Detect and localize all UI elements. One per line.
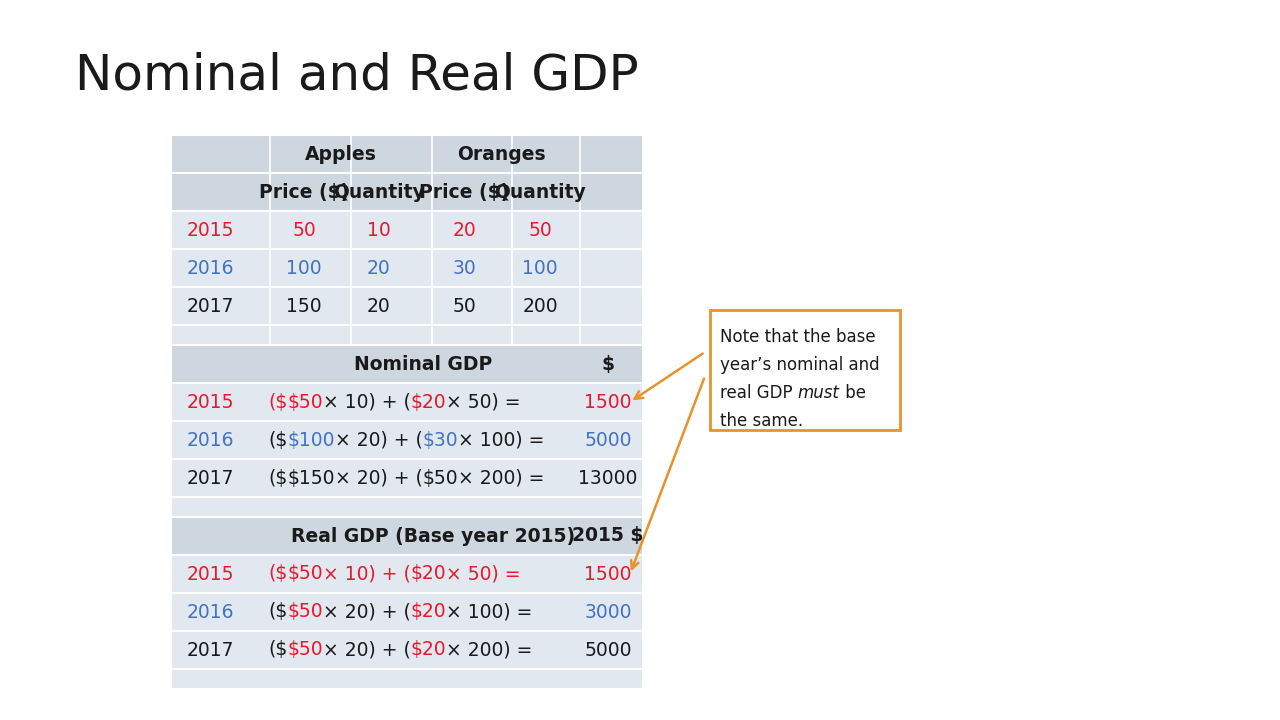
- Text: 2017: 2017: [187, 641, 234, 660]
- Bar: [172, 173, 643, 211]
- Text: $20: $20: [411, 564, 447, 583]
- Text: real GDP: real GDP: [719, 384, 797, 402]
- Text: Real GDP (Base year 2015): Real GDP (Base year 2015): [291, 526, 575, 546]
- Text: $50: $50: [422, 469, 458, 487]
- Text: × 20) + (: × 20) + (: [335, 469, 422, 487]
- Text: 2015: 2015: [187, 564, 234, 583]
- Text: × 10) + (: × 10) + (: [323, 564, 411, 583]
- Text: 2016: 2016: [187, 258, 234, 277]
- Text: 2017: 2017: [187, 297, 234, 315]
- Text: Quantity: Quantity: [333, 182, 425, 202]
- Text: year’s nominal and: year’s nominal and: [719, 356, 879, 374]
- Text: 50: 50: [529, 220, 552, 240]
- Text: 13000: 13000: [579, 469, 637, 487]
- Text: 5000: 5000: [584, 641, 632, 660]
- Text: 5000: 5000: [584, 431, 632, 449]
- Text: be: be: [840, 384, 865, 402]
- Text: 2015: 2015: [187, 392, 234, 412]
- Text: 30: 30: [452, 258, 476, 277]
- Text: × 200) =: × 200) =: [447, 641, 532, 660]
- Text: 1500: 1500: [584, 392, 632, 412]
- Text: Oranges: Oranges: [457, 145, 545, 163]
- Text: Nominal and Real GDP: Nominal and Real GDP: [76, 51, 639, 99]
- Text: Note that the base: Note that the base: [719, 328, 876, 346]
- Text: ($: ($: [268, 431, 287, 449]
- Text: × 10) + (: × 10) + (: [323, 392, 411, 412]
- Text: $50: $50: [287, 564, 323, 583]
- Text: ($: ($: [268, 603, 287, 621]
- Text: Quantity: Quantity: [494, 182, 586, 202]
- Text: $20: $20: [411, 603, 447, 621]
- Text: 100: 100: [522, 258, 558, 277]
- Bar: [172, 135, 643, 689]
- Text: 10: 10: [367, 220, 390, 240]
- Text: Nominal GDP: Nominal GDP: [353, 354, 492, 374]
- Text: $100: $100: [287, 431, 335, 449]
- Text: $50: $50: [287, 641, 323, 660]
- Text: × 20) + (: × 20) + (: [335, 431, 422, 449]
- Text: Price ($): Price ($): [419, 182, 509, 202]
- Text: 1500: 1500: [584, 564, 632, 583]
- Text: $: $: [602, 354, 614, 374]
- Text: Price ($): Price ($): [259, 182, 349, 202]
- Text: $50: $50: [287, 392, 323, 412]
- Text: 2015 $: 2015 $: [572, 526, 644, 546]
- Text: 20: 20: [367, 258, 390, 277]
- Text: × 100) =: × 100) =: [447, 603, 532, 621]
- Text: 200: 200: [522, 297, 558, 315]
- Text: 50: 50: [292, 220, 316, 240]
- Text: 2016: 2016: [187, 431, 234, 449]
- Bar: [172, 135, 643, 173]
- Text: ($: ($: [268, 392, 287, 412]
- Bar: [172, 517, 643, 555]
- Text: $30: $30: [422, 431, 458, 449]
- Text: × 200) =: × 200) =: [458, 469, 544, 487]
- Text: ($: ($: [268, 469, 287, 487]
- Text: $20: $20: [411, 392, 447, 412]
- Text: ($: ($: [268, 641, 287, 660]
- Text: × 50) =: × 50) =: [447, 392, 521, 412]
- Text: $20: $20: [411, 641, 447, 660]
- Text: 150: 150: [287, 297, 321, 315]
- Text: 2015: 2015: [187, 220, 234, 240]
- Text: ($: ($: [268, 564, 287, 583]
- Text: × 50) =: × 50) =: [447, 564, 521, 583]
- Text: $150: $150: [287, 469, 335, 487]
- Text: 50: 50: [452, 297, 476, 315]
- Text: Apples: Apples: [305, 145, 376, 163]
- FancyBboxPatch shape: [710, 310, 900, 430]
- Text: 20: 20: [367, 297, 390, 315]
- Text: × 20) + (: × 20) + (: [323, 603, 411, 621]
- Text: 100: 100: [287, 258, 321, 277]
- Text: 3000: 3000: [584, 603, 632, 621]
- Text: 2016: 2016: [187, 603, 234, 621]
- Text: must: must: [797, 384, 840, 402]
- Text: 20: 20: [452, 220, 476, 240]
- Text: the same.: the same.: [719, 412, 803, 430]
- Text: 2017: 2017: [187, 469, 234, 487]
- Text: × 20) + (: × 20) + (: [323, 641, 411, 660]
- Text: × 100) =: × 100) =: [458, 431, 544, 449]
- Bar: [172, 345, 643, 383]
- Text: $50: $50: [287, 603, 323, 621]
